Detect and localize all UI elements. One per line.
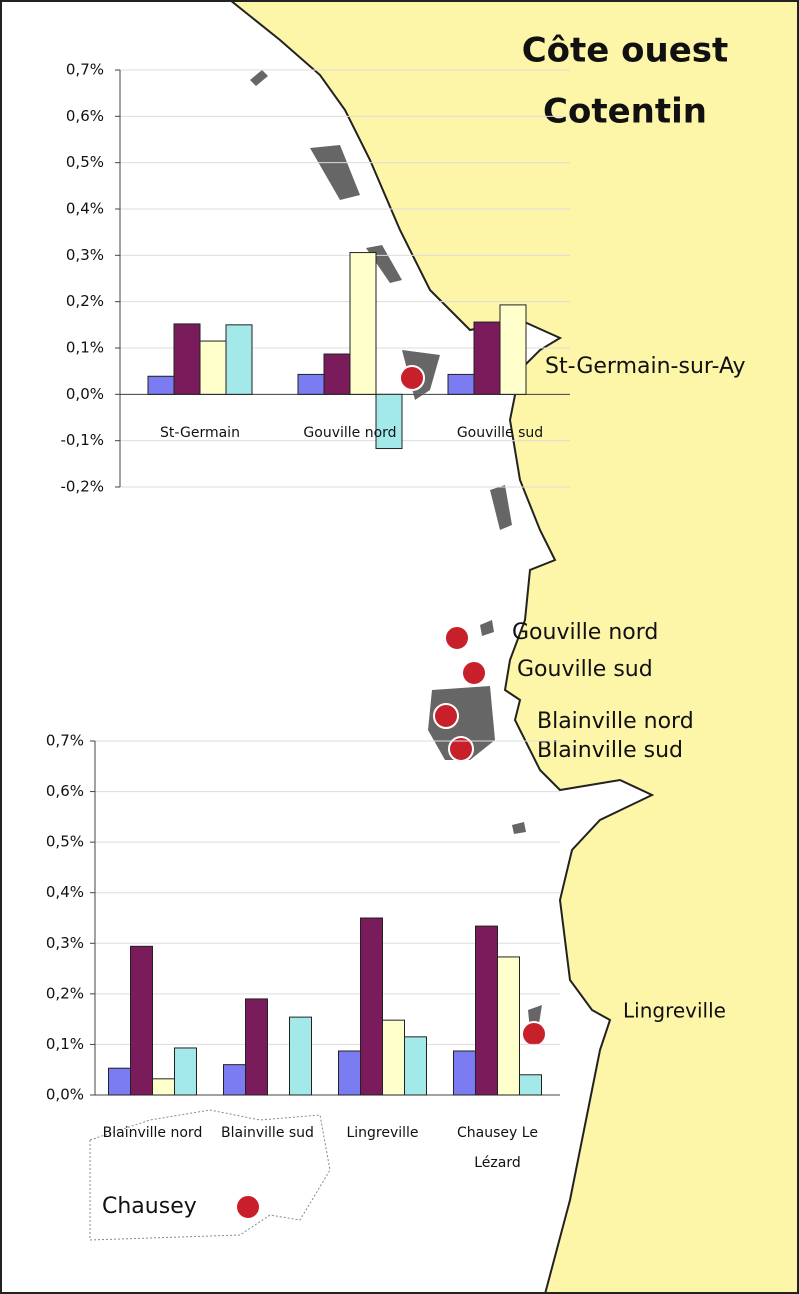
bar (173, 323, 201, 395)
bar (382, 1019, 405, 1096)
y-tick-label: 0,6% (46, 782, 84, 800)
y-tick-label: 0,2% (46, 984, 84, 1002)
bar (473, 321, 501, 395)
bar (499, 304, 527, 395)
bar (130, 945, 153, 1096)
place-label: Blainville nord (537, 709, 694, 734)
bar (225, 324, 253, 395)
coast (228, 0, 799, 1294)
y-tick-label: 0,1% (46, 1035, 84, 1053)
bar (223, 1064, 246, 1096)
x-tick-label: Lingreville (346, 1125, 419, 1141)
y-tick-label: 0,5% (46, 833, 84, 851)
x-tick-label: Gouville nord (303, 425, 397, 441)
y-tick-label: 0,2% (66, 292, 104, 310)
bar (323, 353, 351, 395)
x-tick-label: Blainville nord (102, 1125, 203, 1141)
bar (375, 393, 403, 450)
bar (297, 373, 325, 395)
place-label: St-Germain-sur-Ay (545, 354, 746, 379)
place-label: Blainville sud (537, 738, 683, 763)
y-tick-label: 0,7% (46, 732, 84, 750)
title: Cotentin (543, 92, 707, 132)
y-tick-label: 0,4% (66, 200, 104, 218)
bar (404, 1036, 427, 1096)
bar (152, 1078, 175, 1096)
place-label: Lingreville (623, 999, 726, 1023)
place-label: Gouville sud (517, 657, 653, 682)
y-tick-label: 0,0% (46, 1086, 84, 1104)
title: Côte ouest (522, 31, 729, 71)
x-tick-label: St-Germain (160, 425, 240, 441)
place-label: Chausey (102, 1194, 197, 1219)
stars (235, 365, 547, 1220)
bar (289, 1016, 312, 1096)
bar (519, 1074, 542, 1096)
bar (147, 375, 175, 395)
y-tick-label: 0,1% (66, 339, 104, 357)
bar (475, 925, 498, 1096)
y-tick-label: -0,2% (60, 478, 104, 496)
y-tick-label: 0,3% (46, 934, 84, 952)
y-tick-label: 0,7% (66, 61, 104, 79)
place-label: Gouville nord (512, 620, 658, 645)
bar (338, 1050, 361, 1096)
bar (453, 1050, 476, 1096)
y-tick-label: 0,0% (66, 385, 104, 403)
y-tick-label: 0,3% (66, 246, 104, 264)
y-tick-label: 0,6% (66, 107, 104, 125)
x-tick-label: Blainville sud (221, 1125, 314, 1141)
bar (497, 956, 520, 1096)
y-tick-label: -0,1% (60, 431, 104, 449)
bar (360, 917, 383, 1096)
x-tick-label: Gouville sud (456, 425, 544, 441)
bar (199, 340, 227, 395)
bar (447, 373, 475, 395)
y-tick-label: 0,5% (66, 153, 104, 171)
bar (245, 998, 268, 1096)
islands (89, 1109, 331, 1241)
y-tick-label: 0,4% (46, 883, 84, 901)
bar (174, 1047, 197, 1096)
bar (108, 1067, 131, 1096)
bar (349, 252, 377, 395)
x-tick-label: Chausey Le Lézard (457, 1125, 538, 1171)
